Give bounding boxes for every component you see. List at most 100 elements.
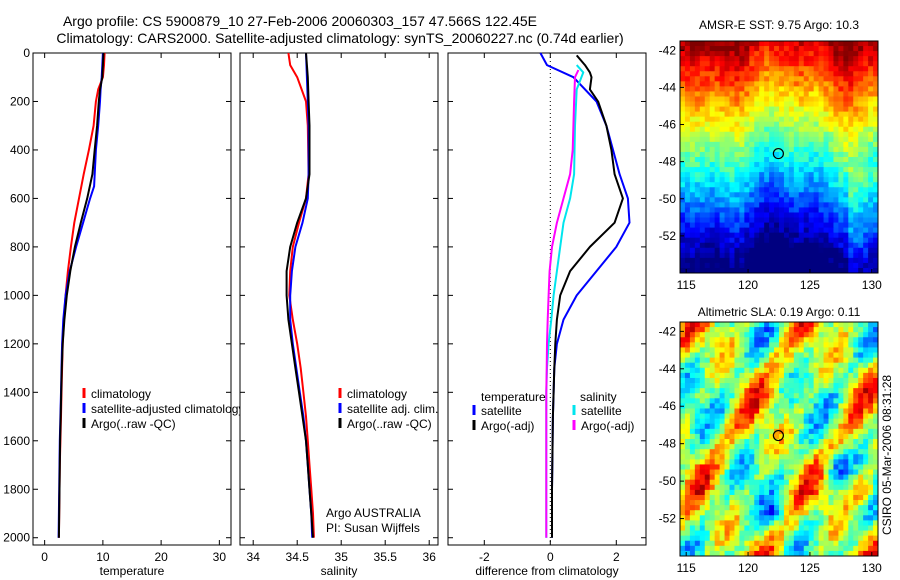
map-cell <box>749 197 755 203</box>
map-cell <box>714 520 721 527</box>
map-cell <box>813 46 820 52</box>
map-cell <box>838 383 844 389</box>
map-cell <box>689 141 696 148</box>
map-cell <box>838 484 844 491</box>
map-cell <box>848 151 854 158</box>
map-cell <box>709 262 716 269</box>
map-cell <box>759 167 765 173</box>
map-cell <box>868 86 874 93</box>
map-cell <box>828 187 835 193</box>
map-cell <box>739 377 745 384</box>
map-cell <box>694 428 701 435</box>
map-cell <box>729 352 736 359</box>
map-cell <box>699 41 706 47</box>
map-cell <box>783 362 790 369</box>
map-cell <box>744 362 750 369</box>
map-cell <box>788 367 795 374</box>
map-cell <box>808 212 815 219</box>
map-cell <box>699 500 706 506</box>
map-cell <box>774 141 780 148</box>
map-cell <box>853 520 859 527</box>
map-cell <box>843 101 849 108</box>
map-cell <box>744 367 750 374</box>
map-cell <box>873 257 878 264</box>
map-cell <box>699 247 706 254</box>
map-cell <box>838 545 844 552</box>
map-cell <box>749 121 755 128</box>
map-y-tick-label: -48 <box>659 437 677 451</box>
map-cell <box>734 327 740 333</box>
map-cell <box>764 459 770 466</box>
map-cell <box>808 101 815 108</box>
map-cell <box>734 76 740 82</box>
map-cell <box>833 187 839 193</box>
map-cell <box>823 550 830 556</box>
map-cell <box>788 212 795 219</box>
map-cell <box>823 86 830 93</box>
map-cell <box>813 494 820 501</box>
map-cell <box>680 398 686 404</box>
map-cell <box>833 494 839 501</box>
map-cell <box>680 46 686 52</box>
map-cell <box>769 76 775 82</box>
map-cell <box>739 444 745 450</box>
map-cell <box>808 474 815 481</box>
map-cell <box>759 383 765 389</box>
map-cell <box>749 494 755 501</box>
map-cell <box>709 327 716 333</box>
map-cell <box>769 545 775 552</box>
map-cell <box>838 327 844 333</box>
map-cell <box>704 332 711 338</box>
map-cell <box>853 545 859 552</box>
map-cell <box>788 464 795 471</box>
map-cell <box>714 322 721 328</box>
map-cell <box>724 464 731 471</box>
map-cell <box>779 500 785 506</box>
map-cell <box>769 428 775 435</box>
map-cell <box>803 232 810 239</box>
map-cell <box>828 262 835 269</box>
map-cell <box>684 377 691 384</box>
map-cell <box>724 151 731 158</box>
map-cell <box>729 388 736 394</box>
map-cell <box>680 469 686 476</box>
map-cell <box>719 227 726 234</box>
map-cell <box>838 111 844 118</box>
map-cell <box>764 91 770 98</box>
map-cell <box>744 151 750 158</box>
map-cell <box>833 66 839 72</box>
map-cell <box>818 81 825 87</box>
map-cell <box>858 388 864 394</box>
map-cell <box>803 212 810 219</box>
map-cell <box>714 111 721 118</box>
map-cell <box>863 322 869 328</box>
map-cell <box>744 535 750 542</box>
map-cell <box>754 136 760 143</box>
map-cell <box>774 146 780 153</box>
map-cell <box>719 418 726 425</box>
map-cell <box>828 520 835 527</box>
map-cell <box>680 252 686 259</box>
map-cell <box>744 423 750 430</box>
map-cell <box>828 121 835 128</box>
map-cell <box>838 227 844 234</box>
map-cell <box>719 444 726 450</box>
map-cell <box>684 262 691 269</box>
map-cell <box>838 372 844 379</box>
map-cell <box>724 500 731 506</box>
map-cell <box>719 247 726 254</box>
map-cell <box>714 388 721 394</box>
map-cell <box>689 423 696 430</box>
map-cell <box>823 121 830 128</box>
map-cell <box>764 464 770 471</box>
map-cell <box>729 489 736 496</box>
map-cell <box>813 377 820 384</box>
map-cell <box>838 367 844 374</box>
map-cell <box>694 207 701 214</box>
map-cell <box>680 141 686 148</box>
map-cell <box>868 146 874 153</box>
map-cell <box>848 46 854 52</box>
map-cell <box>863 222 869 229</box>
map-cell <box>779 207 785 214</box>
map-cell <box>729 197 736 203</box>
